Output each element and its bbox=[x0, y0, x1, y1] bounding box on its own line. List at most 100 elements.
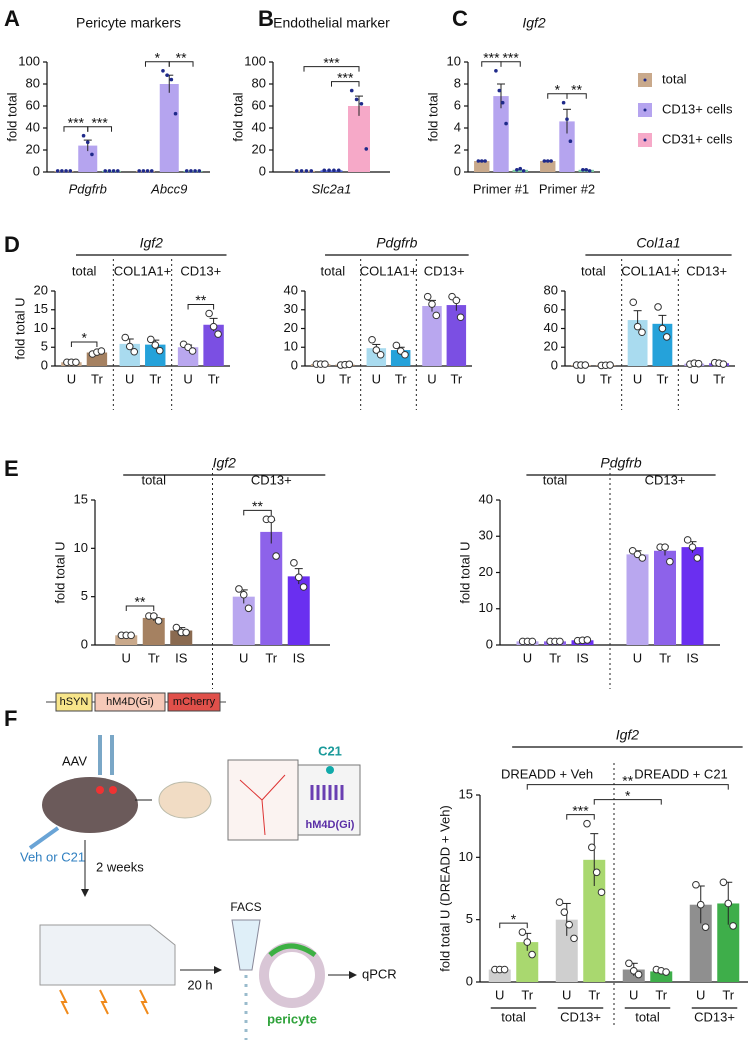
data-point bbox=[161, 69, 165, 73]
data-point bbox=[149, 169, 154, 173]
panel-letter: E bbox=[4, 456, 19, 481]
y-tick-label: 5 bbox=[41, 339, 48, 354]
schematic: hSYN hM4D(Gi) mCherry AAV Veh or C21 2 w… bbox=[20, 692, 397, 1040]
data-point bbox=[521, 169, 526, 173]
construct-label: hSYN bbox=[60, 696, 89, 708]
section-label: DREADD + C21 bbox=[634, 766, 728, 781]
y-tick-label: 60 bbox=[252, 97, 266, 112]
data-point bbox=[64, 169, 68, 173]
y-tick-label: 0 bbox=[41, 357, 48, 372]
legend-label: CD13+ cells bbox=[662, 101, 733, 116]
y-tick-label: 8 bbox=[454, 75, 461, 90]
y-tick-label: 10 bbox=[459, 849, 473, 864]
group-label: total bbox=[321, 263, 346, 278]
data-point bbox=[345, 360, 354, 369]
data-point bbox=[294, 573, 303, 582]
bar bbox=[422, 306, 442, 366]
data-point bbox=[239, 590, 248, 599]
data-point bbox=[401, 350, 409, 359]
readout-label: qPCR bbox=[362, 966, 397, 981]
bar bbox=[512, 169, 528, 172]
panel-letter: D bbox=[4, 232, 20, 257]
bar-label: U bbox=[562, 987, 571, 1002]
group-label: total bbox=[501, 1009, 526, 1024]
y-axis-label: fold total U bbox=[457, 541, 472, 603]
y-tick-label: 30 bbox=[284, 301, 298, 316]
data-point bbox=[60, 169, 64, 173]
bar bbox=[159, 84, 179, 172]
data-point bbox=[354, 97, 359, 102]
bar bbox=[559, 121, 575, 172]
y-axis-label: fold total U (DREADD + Veh) bbox=[437, 805, 452, 972]
bar bbox=[654, 550, 676, 645]
bar bbox=[287, 576, 310, 645]
y-tick-label: 60 bbox=[26, 97, 40, 112]
bar bbox=[260, 531, 283, 645]
significance-label: *** bbox=[502, 50, 519, 66]
significance-label: * bbox=[155, 50, 161, 66]
bar-label: U bbox=[523, 650, 532, 665]
y-tick-label: 20 bbox=[544, 339, 558, 354]
significance-bracket bbox=[187, 304, 215, 310]
group-label: total bbox=[141, 472, 166, 487]
data-point bbox=[294, 169, 299, 173]
data-point bbox=[141, 169, 146, 173]
significance-bracket bbox=[168, 61, 194, 67]
y-tick-label: 10 bbox=[479, 600, 493, 615]
significance-label: *** bbox=[323, 54, 340, 70]
group-label: CD13+ bbox=[694, 1009, 735, 1024]
data-point bbox=[188, 347, 197, 355]
data-point bbox=[724, 899, 733, 908]
significance-bracket bbox=[566, 93, 587, 99]
chart-title: Pericyte markers bbox=[76, 15, 181, 31]
significance-label: * bbox=[555, 81, 561, 97]
y-tick-label: 5 bbox=[466, 911, 473, 926]
construct-label: mCherry bbox=[173, 696, 216, 708]
panel-letter: C bbox=[452, 6, 468, 31]
y-axis-label: fold total bbox=[230, 92, 245, 141]
bar-label: U bbox=[633, 371, 642, 386]
data-point bbox=[504, 121, 508, 126]
legend-dot bbox=[643, 138, 647, 142]
bar bbox=[135, 170, 155, 172]
data-point bbox=[583, 636, 592, 644]
data-point bbox=[500, 100, 505, 105]
significance-label: ** bbox=[252, 498, 263, 514]
data-point bbox=[701, 923, 710, 931]
bar-label: Tr bbox=[148, 650, 160, 665]
data-point bbox=[267, 515, 276, 524]
data-point bbox=[299, 169, 304, 173]
data-point bbox=[581, 361, 590, 369]
data-point bbox=[515, 168, 519, 172]
bar-label: U bbox=[427, 371, 436, 386]
bar-label: Tr bbox=[339, 371, 351, 386]
legend-label: total bbox=[662, 71, 687, 86]
data-point bbox=[97, 347, 106, 355]
data-point bbox=[560, 908, 569, 916]
data-point bbox=[55, 169, 60, 173]
chart-title: Igf2 bbox=[616, 727, 640, 743]
data-point bbox=[155, 346, 164, 355]
significance-bracket bbox=[593, 799, 662, 805]
data-point bbox=[368, 335, 376, 344]
data-point bbox=[359, 102, 364, 106]
cage bbox=[39, 924, 176, 986]
group-label: CD13+ bbox=[686, 263, 727, 278]
y-tick-label: 30 bbox=[479, 528, 493, 543]
data-point bbox=[568, 139, 573, 143]
bar-label: IS bbox=[293, 650, 306, 665]
y-tick-label: 0 bbox=[466, 973, 473, 988]
y-tick-label: 60 bbox=[544, 301, 558, 316]
bar-label: IS bbox=[175, 650, 188, 665]
y-tick-label: 0 bbox=[551, 357, 558, 372]
data-point bbox=[244, 604, 253, 613]
bar-label: Tr bbox=[600, 371, 612, 386]
data-point bbox=[693, 554, 702, 562]
data-point bbox=[111, 169, 116, 173]
data-point bbox=[556, 637, 564, 646]
data-point bbox=[587, 169, 592, 173]
group-label: Pdgfrb bbox=[69, 181, 107, 196]
data-point bbox=[327, 168, 331, 173]
data-point bbox=[662, 968, 670, 976]
bar bbox=[115, 635, 138, 645]
